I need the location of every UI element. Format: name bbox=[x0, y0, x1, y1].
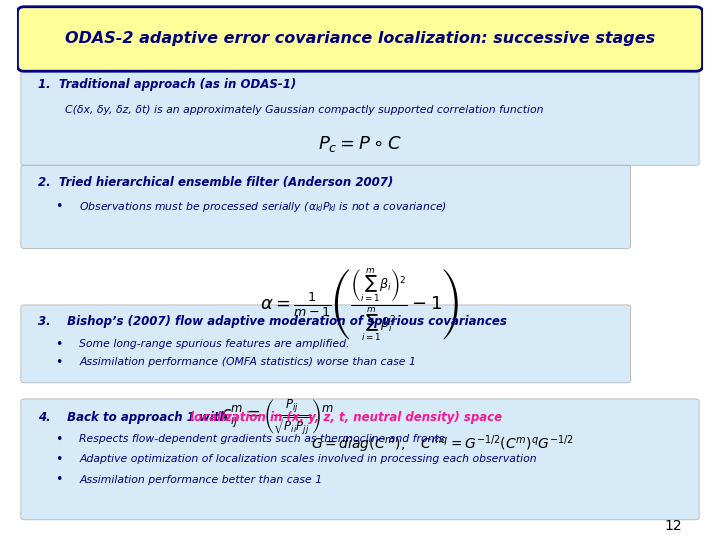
Text: •: • bbox=[55, 338, 63, 350]
Text: •: • bbox=[55, 200, 63, 213]
FancyBboxPatch shape bbox=[21, 71, 699, 165]
Text: •: • bbox=[55, 433, 63, 446]
Text: •: • bbox=[55, 453, 63, 465]
Text: 3.    Bishop’s (2007) flow adaptive moderation of spurious covariances: 3. Bishop’s (2007) flow adaptive moderat… bbox=[38, 315, 507, 328]
Text: Assimilation performance better than case 1: Assimilation performance better than cas… bbox=[79, 475, 323, 484]
Text: Observations must be processed serially ($\alpha_{kl}P_{kl}$ is not a covariance: Observations must be processed serially … bbox=[79, 200, 447, 214]
Text: localization in (x, y, z, t, neutral density) space: localization in (x, y, z, t, neutral den… bbox=[190, 411, 503, 424]
Text: ODAS-2 adaptive error covariance localization: successive stages: ODAS-2 adaptive error covariance localiz… bbox=[65, 31, 655, 46]
Text: $c_{ij}^m = \left(\frac{P_{ij}}{\sqrt{P_{ii}P_{jj}}}\right)^m$: $c_{ij}^m = \left(\frac{P_{ij}}{\sqrt{P_… bbox=[221, 398, 334, 437]
Text: $\alpha = \frac{1}{m-1}\left(\frac{\left(\sum_{i=1}^{m}\beta_i\right)^2}{\sum_{i: $\alpha = \frac{1}{m-1}\left(\frac{\left… bbox=[260, 267, 460, 343]
Text: 4.    Back to approach 1 with: 4. Back to approach 1 with bbox=[38, 411, 232, 424]
Text: •: • bbox=[55, 356, 63, 369]
Text: $G = diag(C^m), \quad C^{mq} = G^{-1/2}(C^m)^q G^{-1/2}$: $G = diag(C^m), \quad C^{mq} = G^{-1/2}(… bbox=[311, 434, 574, 455]
Text: $P_c = P \circ C$: $P_c = P \circ C$ bbox=[318, 134, 402, 154]
FancyBboxPatch shape bbox=[17, 7, 703, 71]
FancyBboxPatch shape bbox=[21, 165, 631, 248]
Text: Adaptive optimization of localization scales involved in processing each observa: Adaptive optimization of localization sc… bbox=[79, 454, 536, 464]
Text: 1.  Traditional approach (as in ODAS-1): 1. Traditional approach (as in ODAS-1) bbox=[38, 78, 296, 91]
Text: 12: 12 bbox=[665, 519, 682, 533]
Text: Some long-range spurious features are amplified.: Some long-range spurious features are am… bbox=[79, 339, 350, 349]
Text: Assimilation performance (OMFA statistics) worse than case 1: Assimilation performance (OMFA statistic… bbox=[79, 357, 416, 367]
FancyBboxPatch shape bbox=[21, 399, 699, 520]
Text: •: • bbox=[55, 473, 63, 486]
Text: Respects flow-dependent gradients such as thermocline and fronts: Respects flow-dependent gradients such a… bbox=[79, 434, 444, 444]
FancyBboxPatch shape bbox=[21, 305, 631, 383]
Text: C(δx, δy, δz, δt) is an approximately Gaussian compactly supported correlation f: C(δx, δy, δz, δt) is an approximately Ga… bbox=[66, 105, 544, 115]
Text: 2.  Tried hierarchical ensemble filter (Anderson 2007): 2. Tried hierarchical ensemble filter (A… bbox=[38, 177, 393, 190]
